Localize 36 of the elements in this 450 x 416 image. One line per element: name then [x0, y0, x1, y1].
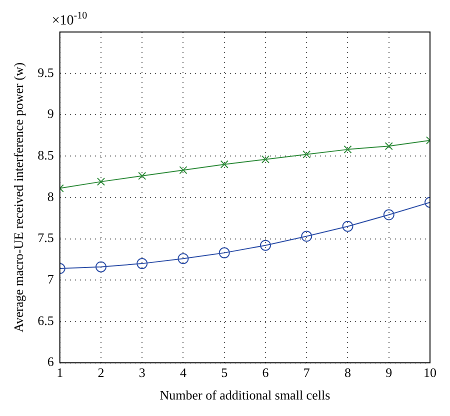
y-tick-label: 7: [47, 272, 54, 287]
y-tick-label: 8.5: [38, 147, 54, 162]
x-tick-label: 10: [424, 365, 436, 380]
point: [138, 172, 146, 180]
x-tick-label: 5: [221, 365, 228, 380]
point: [218, 247, 230, 258]
point: [384, 142, 393, 150]
y-axis-title: Average macro-UE received interference power (w): [11, 62, 26, 332]
y-tick-label: 6: [47, 354, 54, 370]
x-tick-label: 2: [98, 365, 104, 380]
x-tick-label: 1: [56, 365, 64, 380]
point: [178, 253, 189, 264]
point: [96, 178, 106, 186]
x-tick-label: 3: [138, 365, 146, 380]
y-tick-label: 9.5: [38, 64, 54, 80]
x-tick-label: 8: [344, 365, 351, 380]
point: [342, 220, 354, 232]
x-tick-label: 7: [303, 365, 310, 380]
point: [260, 240, 271, 251]
point: [179, 166, 188, 174]
x-tick-label: 4: [180, 365, 187, 380]
y-tick-label: 6.5: [38, 312, 54, 328]
y-tick-label: 7.5: [38, 230, 54, 246]
x-tick-label: 6: [262, 365, 270, 380]
point: [344, 145, 352, 154]
point: [220, 160, 228, 168]
point: [383, 209, 394, 220]
x-tick-label: 9: [386, 365, 392, 380]
point: [136, 258, 148, 270]
y-tick-label: 9: [47, 106, 54, 122]
point: [301, 230, 312, 242]
x-axis-title: Number of additional small cells: [160, 388, 330, 403]
point: [261, 155, 270, 164]
point: [95, 261, 106, 272]
y-tick-label: 8: [47, 188, 54, 204]
point: [302, 150, 311, 158]
